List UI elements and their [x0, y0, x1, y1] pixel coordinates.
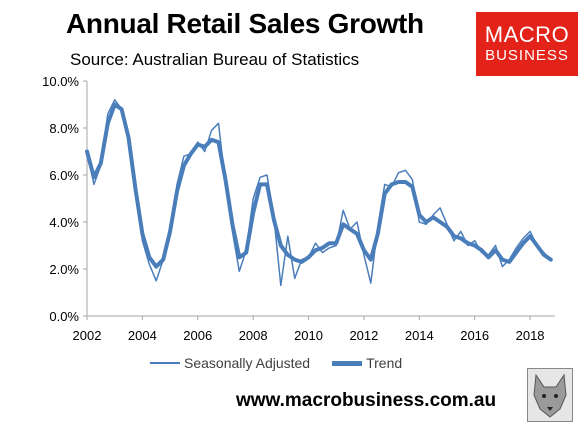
- y-axis-ticks: 0.0% 2.0% 4.0% 6.0% 8.0% 10.0%: [42, 74, 87, 324]
- x-tick-label: 2014: [405, 328, 434, 343]
- x-tick-label: 2012: [349, 328, 378, 343]
- y-tick-label: 8.0%: [49, 121, 79, 136]
- x-tick-label: 2010: [294, 328, 323, 343]
- x-axis-ticks: 2002 2004 2006 2008 2010 2012 2014 2016 2018: [73, 316, 545, 343]
- x-tick-label: 2002: [73, 328, 102, 343]
- legend: Seasonally Adjusted Trend: [150, 353, 424, 373]
- series-line-trend: [85, 102, 553, 269]
- legend-item-seasonally-adjusted: Seasonally Adjusted: [150, 355, 310, 371]
- y-tick-label: 10.0%: [42, 74, 79, 89]
- logo-line-1: MACRO: [484, 22, 570, 47]
- macrobusiness-logo[interactable]: MACRO BUSINESS: [476, 12, 578, 76]
- y-tick-label: 4.0%: [49, 215, 79, 230]
- x-tick-label: 2018: [516, 328, 545, 343]
- x-tick-label: 2008: [239, 328, 268, 343]
- x-tick-label: 2004: [128, 328, 157, 343]
- chart-subtitle: Source: Australian Bureau of Statistics: [70, 50, 360, 69]
- legend-item-trend: Trend: [332, 355, 402, 371]
- x-tick-label: 2016: [460, 328, 489, 343]
- legend-label-trend: Trend: [366, 355, 403, 371]
- series-group: [85, 99, 553, 287]
- chart-title: Annual Retail Sales Growth: [66, 8, 424, 39]
- legend-label-seasonally-adjusted: Seasonally Adjusted: [184, 355, 311, 371]
- legend-swatch-thick: [332, 360, 363, 366]
- series-line-seasonally-adjusted: [86, 99, 552, 287]
- y-tick-label: 6.0%: [49, 168, 79, 183]
- legend-swatch-thin: [150, 362, 180, 364]
- logo-line-2: BUSINESS: [485, 47, 569, 64]
- wolf-icon: [527, 368, 573, 422]
- y-tick-label: 2.0%: [49, 262, 79, 277]
- y-tick-label: 0.0%: [49, 309, 79, 324]
- website-url[interactable]: www.macrobusiness.com.au: [236, 390, 497, 411]
- x-tick-label: 2006: [183, 328, 212, 343]
